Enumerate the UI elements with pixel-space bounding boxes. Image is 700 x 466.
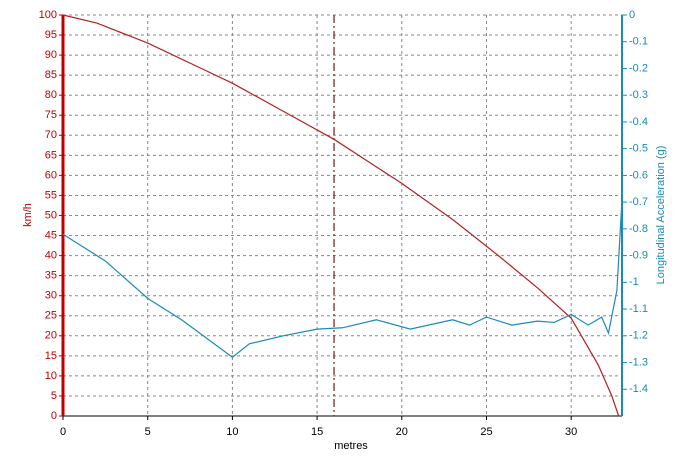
y2-tick-label: 0 — [629, 9, 635, 21]
y2-tick-label: -1 — [629, 276, 639, 288]
y2-tick-label: -0.3 — [629, 89, 648, 101]
x-axis-label: metres — [334, 440, 368, 452]
y-tick-label: 95 — [45, 29, 57, 41]
x-tick-label: 20 — [396, 426, 408, 438]
y2-tick-label: -0.4 — [629, 116, 648, 128]
x-tick-label: 5 — [145, 426, 151, 438]
y-tick-label: 20 — [45, 330, 57, 342]
y-tick-label: 85 — [45, 69, 57, 81]
x-tick-label: 30 — [565, 426, 577, 438]
y-tick-label: 15 — [45, 350, 57, 362]
y-tick-label: 10 — [45, 370, 57, 382]
x-tick-label: 15 — [311, 426, 323, 438]
y-tick-label: 90 — [45, 49, 57, 61]
y2-axis-label: Longitudinal Acceleration (g) — [655, 146, 667, 285]
y2-tick-label: -1.4 — [629, 383, 648, 395]
y-tick-label: 100 — [39, 9, 57, 21]
x-tick-label: 10 — [226, 426, 238, 438]
y-tick-label: 65 — [45, 149, 57, 161]
y-tick-label: 40 — [45, 250, 57, 262]
y2-tick-label: -0.2 — [629, 62, 648, 74]
y-tick-label: 70 — [45, 129, 57, 141]
series-line — [62, 199, 623, 358]
y2-tick-label: -1.1 — [629, 303, 648, 315]
x-tick-label: 0 — [60, 426, 66, 438]
y-tick-label: 5 — [51, 390, 57, 402]
y-tick-label: 45 — [45, 229, 57, 241]
y-tick-label: 80 — [45, 89, 57, 101]
y-tick-label: 35 — [45, 270, 57, 282]
y2-tick-label: -0.9 — [629, 250, 648, 262]
y-axis-label: km/h — [22, 203, 34, 227]
y2-tick-label: -1.2 — [629, 330, 648, 342]
y-tick-label: 75 — [45, 109, 57, 121]
y-tick-label: 25 — [45, 310, 57, 322]
x-tick-label: 25 — [480, 426, 492, 438]
y-tick-label: 0 — [51, 410, 57, 422]
y-tick-label: 55 — [45, 189, 57, 201]
y2-tick-label: -0.5 — [629, 143, 648, 155]
y-tick-label: 50 — [45, 209, 57, 221]
y2-tick-label: -0.8 — [629, 223, 648, 235]
series-line — [62, 14, 620, 417]
y2-tick-label: -0.1 — [629, 36, 648, 48]
y2-tick-label: -0.6 — [629, 169, 648, 181]
y2-tick-label: -1.3 — [629, 356, 648, 368]
y-tick-label: 60 — [45, 169, 57, 181]
y2-tick-label: -0.7 — [629, 196, 648, 208]
y-tick-label: 30 — [45, 290, 57, 302]
